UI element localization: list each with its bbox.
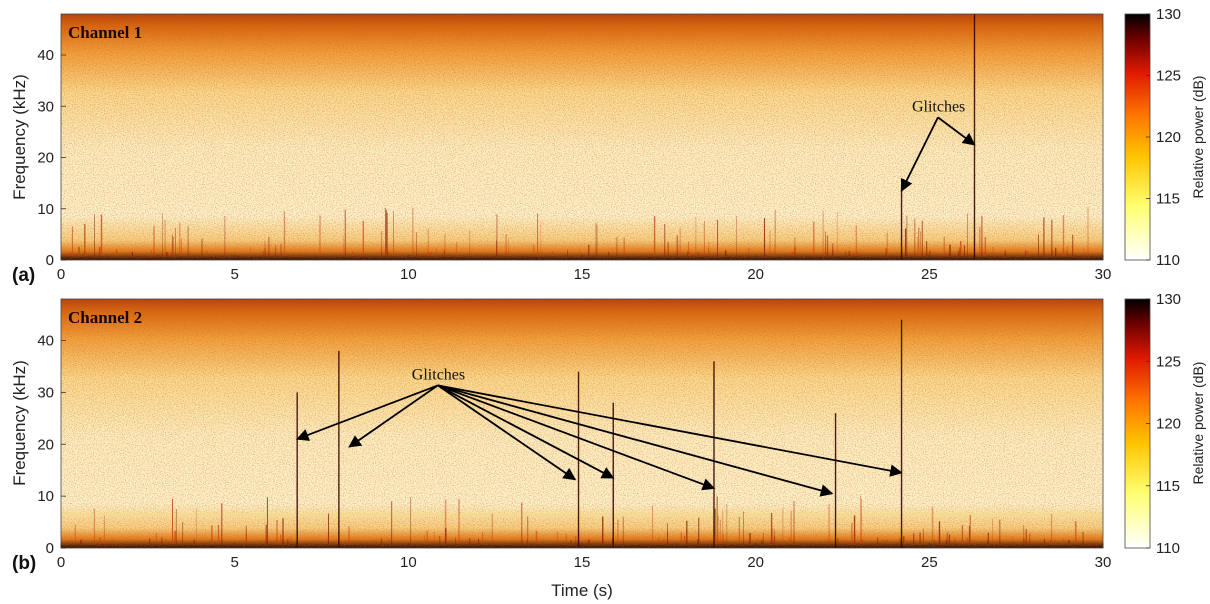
colorbar-tick-label: 130 (1156, 6, 1181, 23)
x-tick-label: 10 (400, 266, 417, 283)
x-tick-label: 30 (1095, 554, 1112, 571)
y-axis-label: Frequency (kHz) (10, 74, 29, 200)
glitch-arrow (437, 384, 577, 481)
panel-b: 0 5 10 15 20 25 30 0 10 20 30 40 Channel 2 (b) Fre… (10, 291, 1206, 600)
x-axis-ticks: 0 5 10 15 20 25 30 (57, 543, 1112, 571)
x-axis-ticks: 0 5 10 15 20 25 30 (57, 255, 1112, 283)
colorbar: 110 115 120 125 130 Relative power (dB) (1124, 291, 1206, 557)
panel-a: 0 5 10 15 20 25 30 0 10 20 30 40 Channel 1 (a) Fre… (10, 6, 1206, 286)
glitch-arrow (296, 384, 439, 441)
y-axis-label: Frequency (kHz) (10, 360, 29, 486)
glitch-arrow (437, 384, 716, 491)
colorbar-label: Relative power (dB) (1190, 362, 1206, 485)
x-tick-label: 25 (921, 266, 938, 283)
x-tick-label: 15 (574, 554, 591, 571)
y-tick-label: 40 (37, 47, 54, 64)
glitch-arrow (437, 384, 903, 477)
y-axis-ticks: 0 10 20 30 40 (37, 47, 66, 269)
x-tick-label: 5 (230, 554, 238, 571)
colorbar-tick-label: 120 (1156, 416, 1181, 433)
y-tick-label: 10 (37, 201, 54, 218)
spectrogram-noise (61, 299, 1103, 548)
x-tick-label: 0 (57, 554, 65, 571)
channel-label: Channel 2 (68, 308, 142, 327)
glitch-annotation: Glitches (296, 366, 903, 497)
glitch-annotation-text: Glitches (912, 98, 965, 115)
spectral-band (61, 513, 1103, 517)
colorbar-tick-label: 120 (1156, 129, 1181, 146)
colorbar-tick-label: 110 (1156, 252, 1180, 269)
panel-letter: (a) (12, 265, 35, 286)
y-tick-label: 0 (46, 252, 54, 269)
x-tick-label: 30 (1095, 266, 1112, 283)
x-tick-label: 10 (400, 554, 417, 571)
colorbar-ticks: 110 115 120 125 130 (1146, 6, 1181, 269)
glitch-annotation-text: Glitches (412, 366, 465, 383)
channel-label: Channel 1 (68, 23, 142, 42)
spectral-streaks (74, 495, 1084, 544)
colorbar-tick-label: 115 (1156, 191, 1180, 208)
x-axis-label: Time (s) (551, 581, 613, 600)
y-tick-label: 10 (37, 488, 54, 505)
spectrogram-noise (61, 14, 1103, 260)
glitch-arrow (348, 384, 439, 448)
panel-letter: (b) (12, 553, 36, 574)
glitch-arrow (937, 116, 976, 146)
y-tick-label: 20 (37, 150, 54, 167)
glitch-arrow (900, 116, 939, 192)
y-tick-label: 0 (46, 540, 54, 557)
x-tick-label: 20 (747, 554, 764, 571)
x-tick-label: 20 (747, 266, 764, 283)
x-tick-label: 25 (921, 554, 938, 571)
y-tick-label: 30 (37, 384, 54, 401)
glitch-annotation: Glitches (900, 98, 976, 192)
colorbar-ticks: 110 115 120 125 130 (1146, 291, 1181, 557)
x-tick-label: 5 (230, 266, 238, 283)
colorbar-tick-label: 110 (1156, 540, 1180, 557)
x-tick-label: 0 (57, 266, 65, 283)
colorbar: 110 115 120 125 130 Relative power (dB) (1124, 6, 1206, 269)
y-axis-ticks: 0 10 20 30 40 (37, 333, 66, 557)
spectral-streaks (69, 207, 1089, 256)
colorbar-label: Relative power (dB) (1190, 76, 1206, 199)
colorbar-tick-label: 115 (1156, 478, 1180, 495)
y-tick-label: 20 (37, 436, 54, 453)
y-tick-label: 30 (37, 98, 54, 115)
x-tick-label: 15 (574, 266, 591, 283)
y-tick-label: 40 (37, 333, 54, 350)
colorbar-tick-label: 125 (1156, 353, 1181, 370)
glitch-arrow (437, 384, 615, 479)
colorbar-tick-label: 125 (1156, 68, 1181, 85)
colorbar-tick-label: 130 (1156, 291, 1181, 308)
colorbar-scale (1124, 13, 1151, 261)
glitch-arrow (437, 384, 834, 497)
